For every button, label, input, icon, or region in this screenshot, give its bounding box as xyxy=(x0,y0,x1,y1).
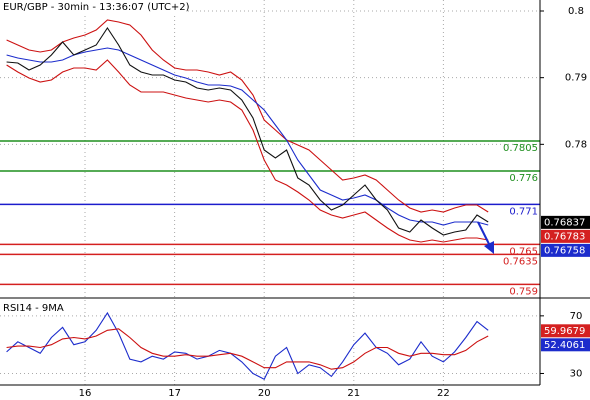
chart-title: EUR/GBP - 30min - 13:36:07 (UTC+2) xyxy=(3,2,190,13)
x-tick-label: 22 xyxy=(437,388,450,399)
price-tag-label: 0.76758 xyxy=(544,245,585,256)
price-tag xyxy=(541,324,590,338)
series-line xyxy=(6,47,489,226)
arrow-head xyxy=(484,241,494,254)
level-label: 0.765 xyxy=(509,246,538,257)
y-tick-label: 70 xyxy=(570,311,583,322)
level-label: 0.776 xyxy=(509,173,538,184)
rsi-title: RSI14 - 9MA xyxy=(3,303,64,314)
arrow xyxy=(477,221,490,245)
level-label: 0.759 xyxy=(509,286,538,297)
series-line xyxy=(6,59,489,243)
price-tag-label: 0.76783 xyxy=(544,231,585,242)
level-label: 0.7805 xyxy=(503,143,538,154)
series-line xyxy=(6,27,489,236)
y-tick-label: 0.8 xyxy=(568,6,584,17)
price-tag xyxy=(541,243,590,257)
x-tick-label: 16 xyxy=(79,388,92,399)
title-bg xyxy=(0,0,186,14)
series-line xyxy=(6,311,489,380)
series-line xyxy=(6,19,489,213)
price-tag-label: 0.76837 xyxy=(544,217,585,228)
price-tag xyxy=(541,338,590,352)
y-tick-label: 30 xyxy=(570,368,583,379)
level-label: 0.771 xyxy=(509,206,538,217)
price-tag-label: 52.4061 xyxy=(544,340,585,351)
price-tag xyxy=(541,229,590,243)
x-tick-label: 21 xyxy=(347,388,360,399)
rsi-title-bg xyxy=(0,301,68,315)
x-tick-label: 17 xyxy=(168,388,181,399)
x-tick-label: 20 xyxy=(258,388,271,399)
price-tag xyxy=(541,215,590,229)
y-tick-label: 0.78 xyxy=(565,139,587,150)
y-tick-label: 0.79 xyxy=(565,73,587,84)
price-tag-label: 59.9679 xyxy=(544,326,585,337)
level-label: 0.7635 xyxy=(503,256,538,267)
series-line xyxy=(6,328,489,370)
